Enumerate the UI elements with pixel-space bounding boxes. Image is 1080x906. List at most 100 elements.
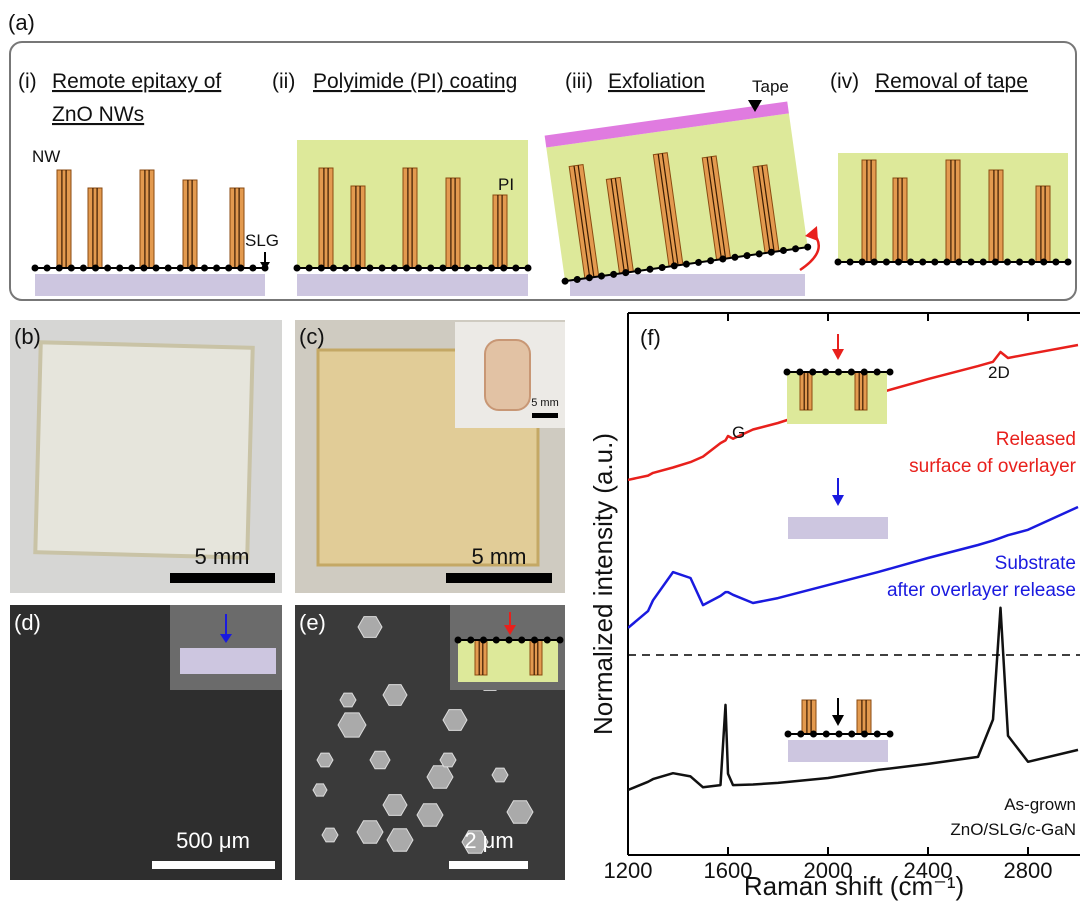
panel-label: (a) bbox=[8, 10, 35, 35]
carbon-atom bbox=[525, 265, 532, 272]
carbon-atom bbox=[342, 265, 349, 272]
carbon-atom bbox=[104, 265, 111, 272]
tape-label: Tape bbox=[752, 77, 789, 96]
carbon-atom bbox=[784, 369, 791, 376]
carbon-atom bbox=[467, 637, 474, 644]
carbon-atom bbox=[1028, 259, 1035, 266]
carbon-atom bbox=[506, 637, 513, 644]
step-title: Remote epitaxy of bbox=[52, 70, 221, 93]
panel-label: (c) bbox=[299, 324, 325, 349]
step-number: (iv) bbox=[830, 70, 859, 93]
hexagon bbox=[340, 693, 356, 707]
carbon-atom bbox=[165, 265, 172, 272]
carbon-atom bbox=[797, 731, 804, 738]
carbon-atom bbox=[956, 259, 963, 266]
scale-bar-label: 5 mm bbox=[195, 544, 250, 569]
carbon-atom bbox=[871, 259, 878, 266]
x-axis-label: Raman shift (cm⁻¹) bbox=[744, 871, 964, 901]
carbon-atom bbox=[992, 259, 999, 266]
arrow-head bbox=[805, 226, 818, 241]
carbon-atom bbox=[823, 731, 830, 738]
carbon-atom bbox=[455, 637, 462, 644]
carbon-atom bbox=[861, 731, 868, 738]
figure: (a) (i) Remote epitaxy of ZnO NWs (ii) P… bbox=[0, 0, 1080, 906]
hexagon bbox=[440, 753, 456, 767]
carbon-atom bbox=[201, 265, 208, 272]
carbon-atom bbox=[249, 265, 256, 272]
substrate bbox=[788, 740, 888, 762]
carbon-atom bbox=[493, 637, 500, 644]
carbon-atom bbox=[544, 637, 551, 644]
carbon-atom bbox=[225, 265, 232, 272]
nanowire bbox=[351, 186, 365, 268]
step-number: (i) bbox=[18, 70, 37, 93]
scale-bar bbox=[152, 861, 275, 869]
carbon-atom bbox=[557, 637, 564, 644]
carbon-atom bbox=[153, 265, 160, 272]
annotation: Released bbox=[996, 429, 1076, 450]
carbon-atom bbox=[379, 265, 386, 272]
x-tick-label: 1200 bbox=[604, 858, 653, 883]
carbon-atom bbox=[836, 731, 843, 738]
carbon-atom bbox=[859, 259, 866, 266]
carbon-atom bbox=[810, 731, 817, 738]
carbon-atom bbox=[883, 259, 890, 266]
substrate bbox=[788, 517, 888, 539]
nanowire bbox=[989, 170, 1003, 262]
annotation: Substrate bbox=[995, 553, 1076, 574]
nanowire bbox=[857, 700, 871, 734]
hexagon bbox=[322, 828, 338, 842]
arrow-head bbox=[832, 495, 844, 506]
nanowire bbox=[475, 640, 487, 675]
scale-bar bbox=[449, 861, 528, 869]
carbon-atom bbox=[330, 265, 337, 272]
scale-bar-label: 2 μm bbox=[464, 828, 513, 853]
carbon-atom bbox=[943, 259, 950, 266]
carbon-atom bbox=[318, 265, 325, 272]
step-title: Removal of tape bbox=[875, 70, 1028, 93]
panel-label: (f) bbox=[640, 325, 661, 350]
hexagon bbox=[492, 768, 508, 782]
carbon-atom bbox=[68, 265, 75, 272]
step-title: Exfoliation bbox=[608, 70, 705, 93]
pi-label: PI bbox=[498, 175, 514, 194]
scale-bar bbox=[446, 573, 552, 583]
carbon-atom bbox=[848, 731, 855, 738]
carbon-atom bbox=[415, 265, 422, 272]
nanowire bbox=[140, 170, 154, 268]
carbon-atom bbox=[44, 265, 51, 272]
carbon-atom bbox=[848, 369, 855, 376]
carbon-atom bbox=[488, 265, 495, 272]
carbon-atom bbox=[531, 637, 538, 644]
polyimide bbox=[458, 640, 558, 682]
x-tick-label: 2800 bbox=[1004, 858, 1053, 883]
panel-label: (e) bbox=[299, 610, 326, 635]
scale-bar-label: 5 mm bbox=[531, 397, 559, 409]
carbon-atom bbox=[919, 259, 926, 266]
step-number: (iii) bbox=[565, 70, 593, 93]
carbon-atom bbox=[1052, 259, 1059, 266]
carbon-atom bbox=[354, 265, 361, 272]
film bbox=[35, 342, 252, 557]
nanowire bbox=[800, 372, 812, 410]
annotation: ZnO/SLG/c-GaN bbox=[950, 820, 1076, 839]
step-title: ZnO NWs bbox=[52, 103, 144, 126]
carbon-atom bbox=[1040, 259, 1047, 266]
carbon-atom bbox=[796, 369, 803, 376]
carbon-atom bbox=[931, 259, 938, 266]
arrow-head bbox=[832, 349, 844, 360]
carbon-atom bbox=[476, 265, 483, 272]
annotation: after overlayer release bbox=[887, 580, 1076, 601]
peak-label: G bbox=[732, 423, 745, 442]
carbon-atom bbox=[480, 637, 487, 644]
peak-label: 2D bbox=[988, 363, 1010, 382]
carbon-atom bbox=[306, 265, 313, 272]
carbon-atom bbox=[874, 369, 881, 376]
arrow-head bbox=[832, 715, 844, 726]
nanowire bbox=[183, 180, 197, 268]
scale-bar bbox=[532, 413, 558, 418]
carbon-atom bbox=[237, 265, 244, 272]
carbon-atom bbox=[427, 265, 434, 272]
slg-label: SLG bbox=[245, 231, 279, 250]
carbon-atom bbox=[140, 265, 147, 272]
